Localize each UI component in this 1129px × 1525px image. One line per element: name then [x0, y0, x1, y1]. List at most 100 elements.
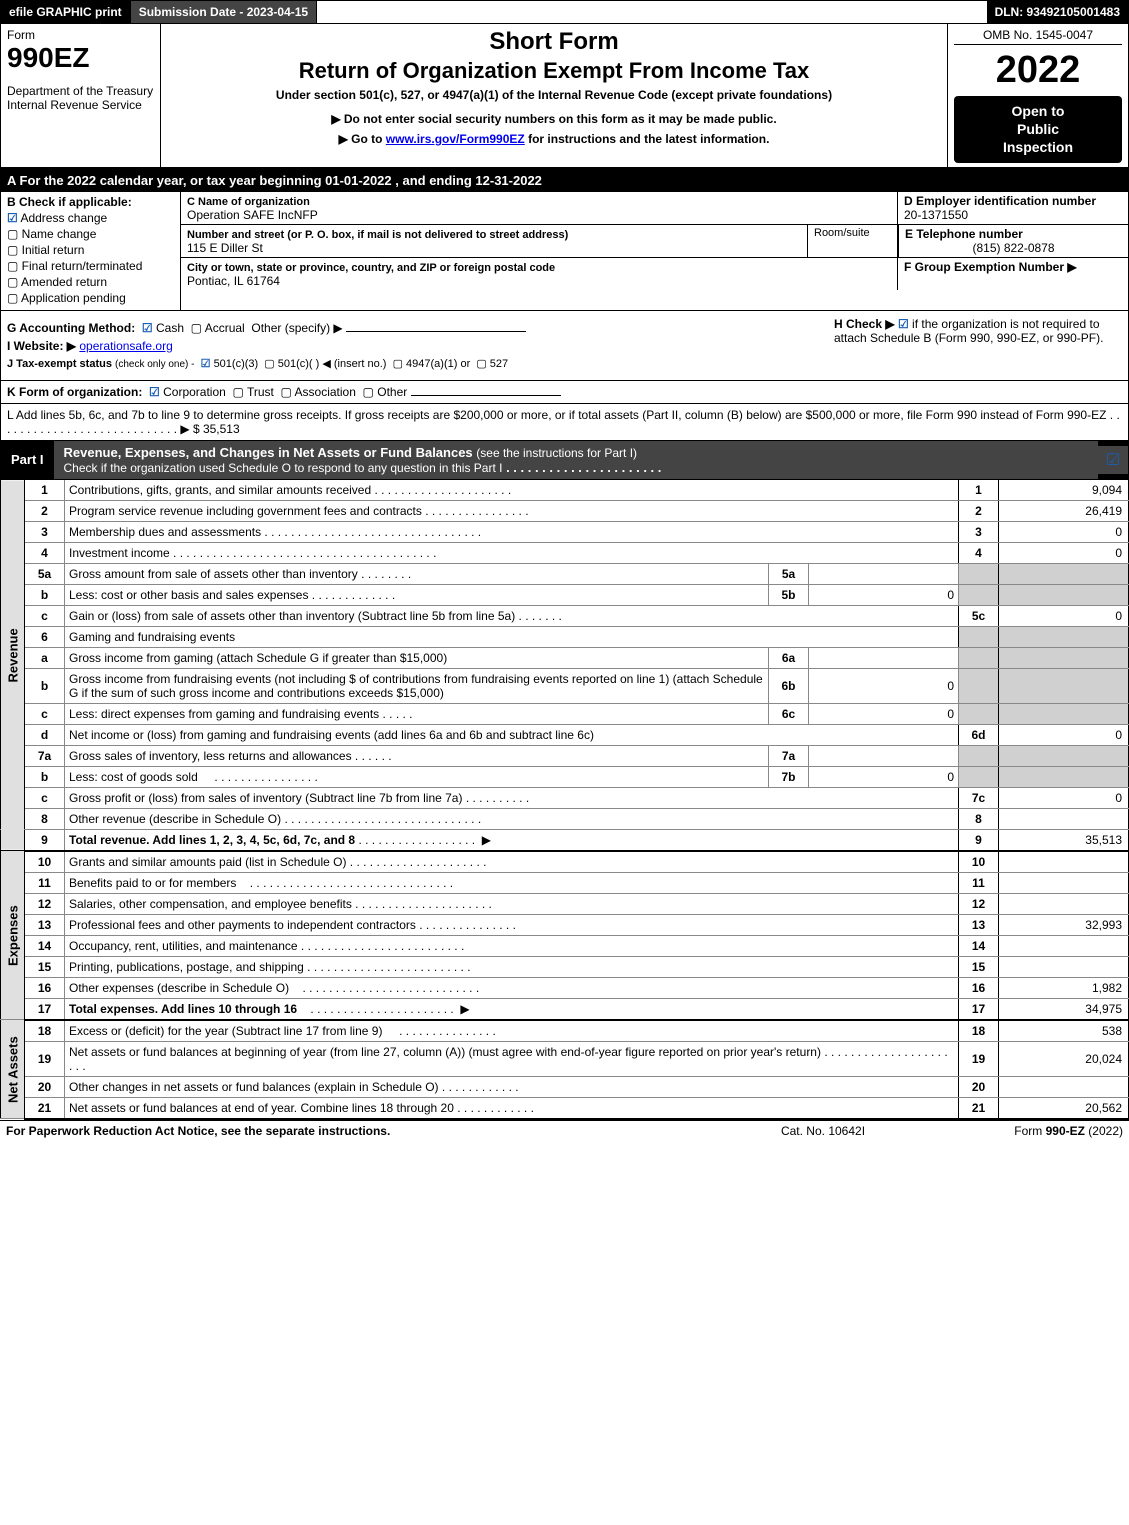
cb-address-change-label: Address change — [20, 211, 107, 225]
part1-header: Part I Revenue, Expenses, and Changes in… — [0, 440, 1129, 480]
line-desc-text: Gross amount from sale of assets other t… — [69, 567, 358, 581]
line-desc: Salaries, other compensation, and employ… — [65, 893, 959, 914]
part1-badge: Part I — [1, 448, 54, 471]
line-desc-text: Investment income — [69, 546, 170, 560]
k-trust: Trust — [247, 385, 274, 399]
box-h: H Check ▶ ☑ if the organization is not r… — [828, 311, 1128, 380]
line-desc-text: Membership dues and assessments — [69, 525, 261, 539]
note2-post: for instructions and the latest informat… — [525, 132, 770, 146]
line-lbl: 17 — [959, 998, 999, 1020]
line-desc-text: Contributions, gifts, grants, and simila… — [69, 483, 371, 497]
line-val: 0 — [999, 724, 1129, 745]
d-ein-lbl: D Employer identification number — [904, 194, 1096, 208]
line-val-shaded — [999, 647, 1129, 668]
line-val — [999, 956, 1129, 977]
check-icon: ☑ — [7, 211, 18, 225]
header-left: Form 990EZ Department of the Treasury In… — [1, 24, 161, 167]
line-lbl: 10 — [959, 851, 999, 873]
table-row: Expenses 10 Grants and similar amounts p… — [1, 851, 1129, 873]
sub-val — [809, 647, 959, 668]
line-desc: Gross income from fundraising events (no… — [65, 668, 769, 703]
line-lbl: 16 — [959, 977, 999, 998]
line-desc: Net assets or fund balances at beginning… — [65, 1041, 959, 1076]
row-a-tax-year: A For the 2022 calendar year, or tax yea… — [0, 169, 1129, 192]
cb-amended-return: ▢ Amended return — [7, 275, 174, 289]
cb-name-change: ▢ Name change — [7, 227, 174, 241]
line-desc: Printing, publications, postage, and shi… — [65, 956, 959, 977]
dln-label: DLN: 93492105001483 — [987, 1, 1128, 23]
k-other: Other — [377, 385, 407, 399]
line-desc-text: Total revenue. Add lines 1, 2, 3, 4, 5c,… — [69, 833, 355, 847]
line-lbl-shaded — [959, 584, 999, 605]
table-row: 11 Benefits paid to or for members . . .… — [1, 872, 1129, 893]
inspection-l3: Inspection — [956, 138, 1120, 156]
line-desc: Contributions, gifts, grants, and simila… — [65, 480, 959, 501]
table-row: 4 Investment income . . . . . . . . . . … — [1, 542, 1129, 563]
line-lbl: 19 — [959, 1041, 999, 1076]
table-row: b Gross income from fundraising events (… — [1, 668, 1129, 703]
part1-title: Revenue, Expenses, and Changes in Net As… — [64, 445, 473, 460]
line-lbl: 12 — [959, 893, 999, 914]
efile-print-label[interactable]: efile GRAPHIC print — [1, 1, 131, 23]
c-street-lbl: Number and street (or P. O. box, if mail… — [187, 229, 568, 241]
irs-link[interactable]: www.irs.gov/Form990EZ — [386, 132, 525, 146]
line-desc: Less: cost of goods sold . . . . . . . .… — [65, 766, 769, 787]
cb-name-change-label: Name change — [22, 227, 97, 241]
sub-val: 0 — [809, 668, 959, 703]
table-row: c Less: direct expenses from gaming and … — [1, 703, 1129, 724]
line-val: 9,094 — [999, 480, 1129, 501]
line-num: 6 — [25, 626, 65, 647]
return-subtitle: Under section 501(c), 527, or 4947(a)(1)… — [167, 88, 941, 102]
table-row: 16 Other expenses (describe in Schedule … — [1, 977, 1129, 998]
line-val — [999, 851, 1129, 873]
footer-r-bold: 990-EZ — [1046, 1124, 1085, 1138]
line-desc: Membership dues and assessments . . . . … — [65, 521, 959, 542]
sub-lbl: 6b — [769, 668, 809, 703]
footer: For Paperwork Reduction Act Notice, see … — [0, 1120, 1129, 1141]
box-c-room: Room/suite — [808, 225, 898, 257]
line-lbl: 3 — [959, 521, 999, 542]
line-val-shaded — [999, 745, 1129, 766]
line-desc: Less: cost or other basis and sales expe… — [65, 584, 769, 605]
l-text: L Add lines 5b, 6c, and 7b to line 9 to … — [7, 408, 1106, 422]
line-desc: Other changes in net assets or fund bala… — [65, 1076, 959, 1097]
form-label: Form — [7, 28, 154, 42]
return-title: Return of Organization Exempt From Incom… — [167, 58, 941, 84]
line-lbl: 1 — [959, 480, 999, 501]
part1-checkbox: ☑ — [1098, 446, 1128, 474]
line-num: 19 — [25, 1041, 65, 1076]
line-desc: Gross income from gaming (attach Schedul… — [65, 647, 769, 668]
street-value: 115 E Diller St — [187, 241, 263, 255]
org-name: Operation SAFE IncNFP — [187, 208, 318, 222]
line-val: 0 — [999, 605, 1129, 626]
line-val — [999, 935, 1129, 956]
footer-r-pre: Form — [1014, 1124, 1045, 1138]
part1-check-text: Check if the organization used Schedule … — [64, 461, 503, 475]
line-desc: Net assets or fund balances at end of ye… — [65, 1097, 959, 1119]
line-num: 8 — [25, 808, 65, 829]
sub-lbl: 6c — [769, 703, 809, 724]
line-desc-text: Gross profit or (loss) from sales of inv… — [69, 791, 462, 805]
line-desc: Gross profit or (loss) from sales of inv… — [65, 787, 959, 808]
line-lbl: 9 — [959, 829, 999, 851]
header-center: Short Form Return of Organization Exempt… — [161, 24, 948, 167]
inspection-l1: Open to — [956, 102, 1120, 120]
form-header: Form 990EZ Department of the Treasury In… — [0, 24, 1129, 169]
sub-lbl: 7b — [769, 766, 809, 787]
sub-lbl: 7a — [769, 745, 809, 766]
table-row: 3 Membership dues and assessments . . . … — [1, 521, 1129, 542]
revenue-side-label: Revenue — [1, 480, 25, 830]
line-val-shaded — [999, 584, 1129, 605]
table-row: c Gain or (loss) from sale of assets oth… — [1, 605, 1129, 626]
line-num: b — [25, 766, 65, 787]
cb-application-pending-label: Application pending — [21, 291, 126, 305]
line-lbl: 2 — [959, 500, 999, 521]
website-link[interactable]: operationsafe.org — [79, 339, 172, 353]
i-label: I Website: ▶ — [7, 339, 76, 353]
line-desc: Other expenses (describe in Schedule O) … — [65, 977, 959, 998]
line-desc-text: Program service revenue including govern… — [69, 504, 422, 518]
line-num: 15 — [25, 956, 65, 977]
g-other: Other (specify) ▶ — [251, 321, 342, 335]
cb-final-return: ▢ Final return/terminated — [7, 259, 174, 273]
irs-label: Internal Revenue Service — [7, 98, 154, 112]
